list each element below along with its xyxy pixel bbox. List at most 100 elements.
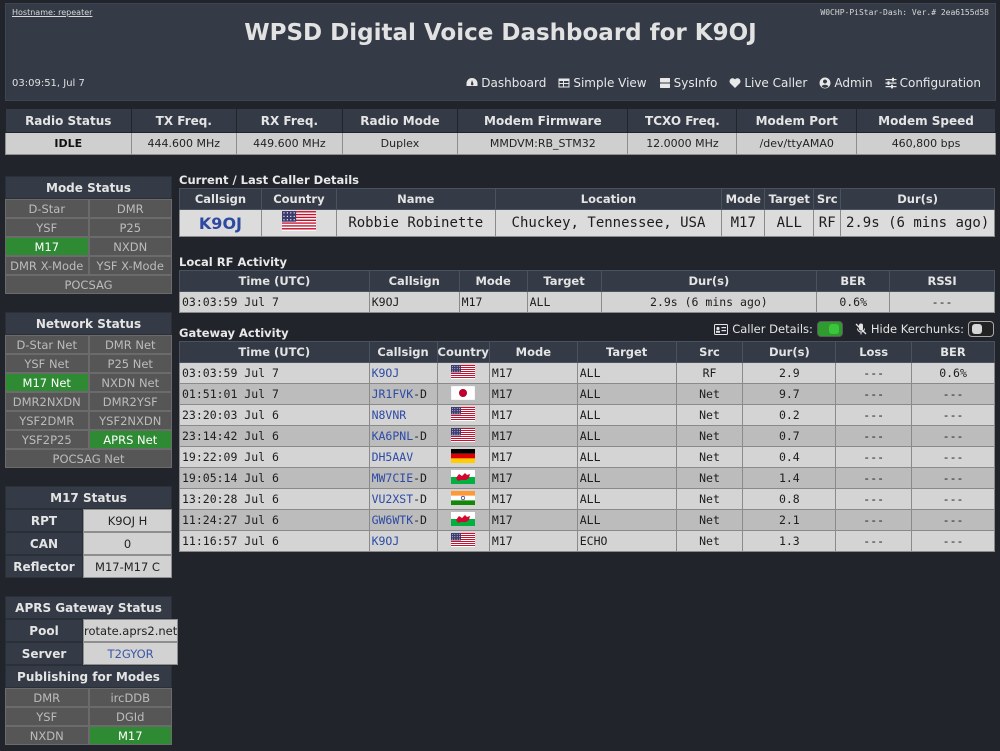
status-m17: M17 xyxy=(88,726,172,745)
nav-live-caller[interactable]: Live Caller xyxy=(729,76,807,90)
table-row: 11:16:57 Jul 6 K9OJ M17 ECHO Net 1.3 ---… xyxy=(179,530,995,552)
caller-country xyxy=(260,209,337,237)
dur-cell: 2.1 xyxy=(742,509,837,531)
callsign-link[interactable]: MW7CIE xyxy=(371,471,414,485)
us-flag-icon xyxy=(451,406,476,424)
src-cell: Net xyxy=(675,383,744,405)
column-header: Dur(s) xyxy=(600,270,818,292)
dur-cell: 9.7 xyxy=(742,383,837,405)
radio-header: RX Freq. xyxy=(236,108,343,133)
callsign-link[interactable]: K9OJ xyxy=(371,534,400,548)
src-cell: Net xyxy=(675,404,744,426)
radio-header: Radio Status xyxy=(5,108,132,133)
publishing-title: Publishing for Modes xyxy=(5,665,172,688)
nav-admin[interactable]: Admin xyxy=(819,76,873,90)
target-cell: ALL xyxy=(576,446,677,468)
loss-cell: --- xyxy=(835,383,913,405)
callsign-cell: K9OJ xyxy=(368,530,438,552)
callsign-link[interactable]: K9OJ xyxy=(371,366,400,380)
column-header: BER xyxy=(911,341,995,363)
kv-value: rotate.aprs2.net xyxy=(83,619,179,642)
loss-cell: --- xyxy=(835,509,913,531)
target-cell: ECHO xyxy=(576,530,677,552)
status-ysf-net: YSF Net xyxy=(5,354,89,373)
dur-cell: 0.7 xyxy=(742,425,837,447)
callsign-suffix: -D xyxy=(413,471,427,485)
mode-cell: M17 xyxy=(488,509,578,531)
status-aprs-net: APRS Net xyxy=(88,430,172,449)
ber-cell: --- xyxy=(911,383,995,405)
hide-kerchunks-switch[interactable] xyxy=(968,321,994,337)
loss-cell: --- xyxy=(835,530,913,552)
status-dmr2ysf: DMR2YSF xyxy=(88,392,172,411)
callsign-suffix: -D xyxy=(413,513,427,527)
column-header: Location xyxy=(494,188,723,210)
mode-cell: M17 xyxy=(488,404,578,426)
page-title: WPSD Digital Voice Dashboard for K9OJ xyxy=(244,20,757,46)
hide-kerchunks-toggle[interactable]: Hide Kerchunks: xyxy=(855,321,994,337)
ber-cell: --- xyxy=(911,404,995,426)
target-cell: ALL xyxy=(576,383,677,405)
country-cell xyxy=(436,530,490,552)
column-header: Name xyxy=(335,188,496,210)
nav-simple-view[interactable]: Simple View xyxy=(558,76,647,90)
aprs-title: APRS Gateway Status xyxy=(5,596,172,619)
time-cell: 23:20:03 Jul 6 xyxy=(179,404,370,426)
callsign-link[interactable]: JR1FVK xyxy=(371,387,414,401)
callsign-link[interactable]: N8VNR xyxy=(371,408,407,422)
aprs-panel: APRS Gateway Status Pool rotate.aprs2.net… xyxy=(5,596,179,745)
country-cell xyxy=(436,362,490,384)
us-flag-icon xyxy=(451,364,476,382)
status-ysf2dmr: YSF2DMR xyxy=(5,411,89,430)
status-ysf2nxdn: YSF2NXDN xyxy=(88,411,172,430)
us-flag-icon xyxy=(451,427,476,445)
mode-cell: M17 xyxy=(488,383,578,405)
status-ysf-x-mode: YSF X-Mode xyxy=(88,256,172,275)
src-cell: Net xyxy=(675,530,744,552)
country-cell xyxy=(436,509,490,531)
nav-configuration[interactable]: Configuration xyxy=(885,76,981,90)
src-cell: Net xyxy=(675,488,744,510)
table-row: 11:24:27 Jul 6 GW6WTK-D M17 ALL Net 2.1 … xyxy=(179,509,995,531)
microphone-slash-icon xyxy=(855,323,867,335)
nav-dashboard[interactable]: Dashboard xyxy=(466,76,546,90)
dur-cell: 1.3 xyxy=(742,530,837,552)
network-status-panel: Network Status D-Star Net DMR Net YSF Net P… xyxy=(5,312,172,468)
mode-cell: M17 xyxy=(458,291,528,313)
target-cell: ALL xyxy=(576,509,677,531)
status-dmr: DMR xyxy=(5,688,89,707)
callsign-cell: N8VNR xyxy=(368,404,438,426)
nav-sysinfo[interactable]: SysInfo xyxy=(659,76,718,90)
ber-cell: --- xyxy=(911,425,995,447)
callsign-link[interactable]: K9OJ xyxy=(368,291,460,313)
caller-callsign[interactable]: K9OJ xyxy=(179,209,262,237)
local-rf-title: Local RF Activity xyxy=(179,255,288,269)
radio-value: MMDVM:RB_STM32 xyxy=(457,132,629,155)
callsign-link[interactable]: VU2XST xyxy=(371,492,414,506)
us-flag-icon xyxy=(451,532,476,550)
callsign-link[interactable]: KA6PNL xyxy=(371,429,414,443)
column-header: Dur(s) xyxy=(840,188,995,210)
header: Hostname: repeater W0CHP-PiStar-Dash: Ve… xyxy=(5,3,996,101)
status-dmr: DMR xyxy=(88,199,172,218)
country-cell xyxy=(436,404,490,426)
status-d-star: D-Star xyxy=(5,199,89,218)
nav-label: Admin xyxy=(834,76,873,90)
kv-value[interactable]: T2GYOR xyxy=(83,642,179,665)
dur-cell: 0.8 xyxy=(742,488,837,510)
caller-target: ALL xyxy=(764,209,815,237)
callsign-link[interactable]: GW6WTK xyxy=(371,513,414,527)
callsign-link[interactable]: DH5AAV xyxy=(371,450,414,464)
jp-flag-icon xyxy=(451,385,476,403)
nav-label: SysInfo xyxy=(673,76,718,90)
src-cell: Net xyxy=(675,509,744,531)
kv-value: K9OJ H xyxy=(83,509,172,532)
caller-details-toggle[interactable]: Caller Details: xyxy=(714,321,843,337)
target-cell: ALL xyxy=(526,291,602,313)
kv-key: Pool xyxy=(5,619,83,642)
caller-details-switch[interactable] xyxy=(816,321,843,337)
radio-value: /dev/ttyAMA0 xyxy=(736,132,858,155)
column-header: Src xyxy=(813,188,842,210)
hostname[interactable]: Hostname: repeater xyxy=(12,8,93,17)
radio-value: Duplex xyxy=(341,132,459,155)
